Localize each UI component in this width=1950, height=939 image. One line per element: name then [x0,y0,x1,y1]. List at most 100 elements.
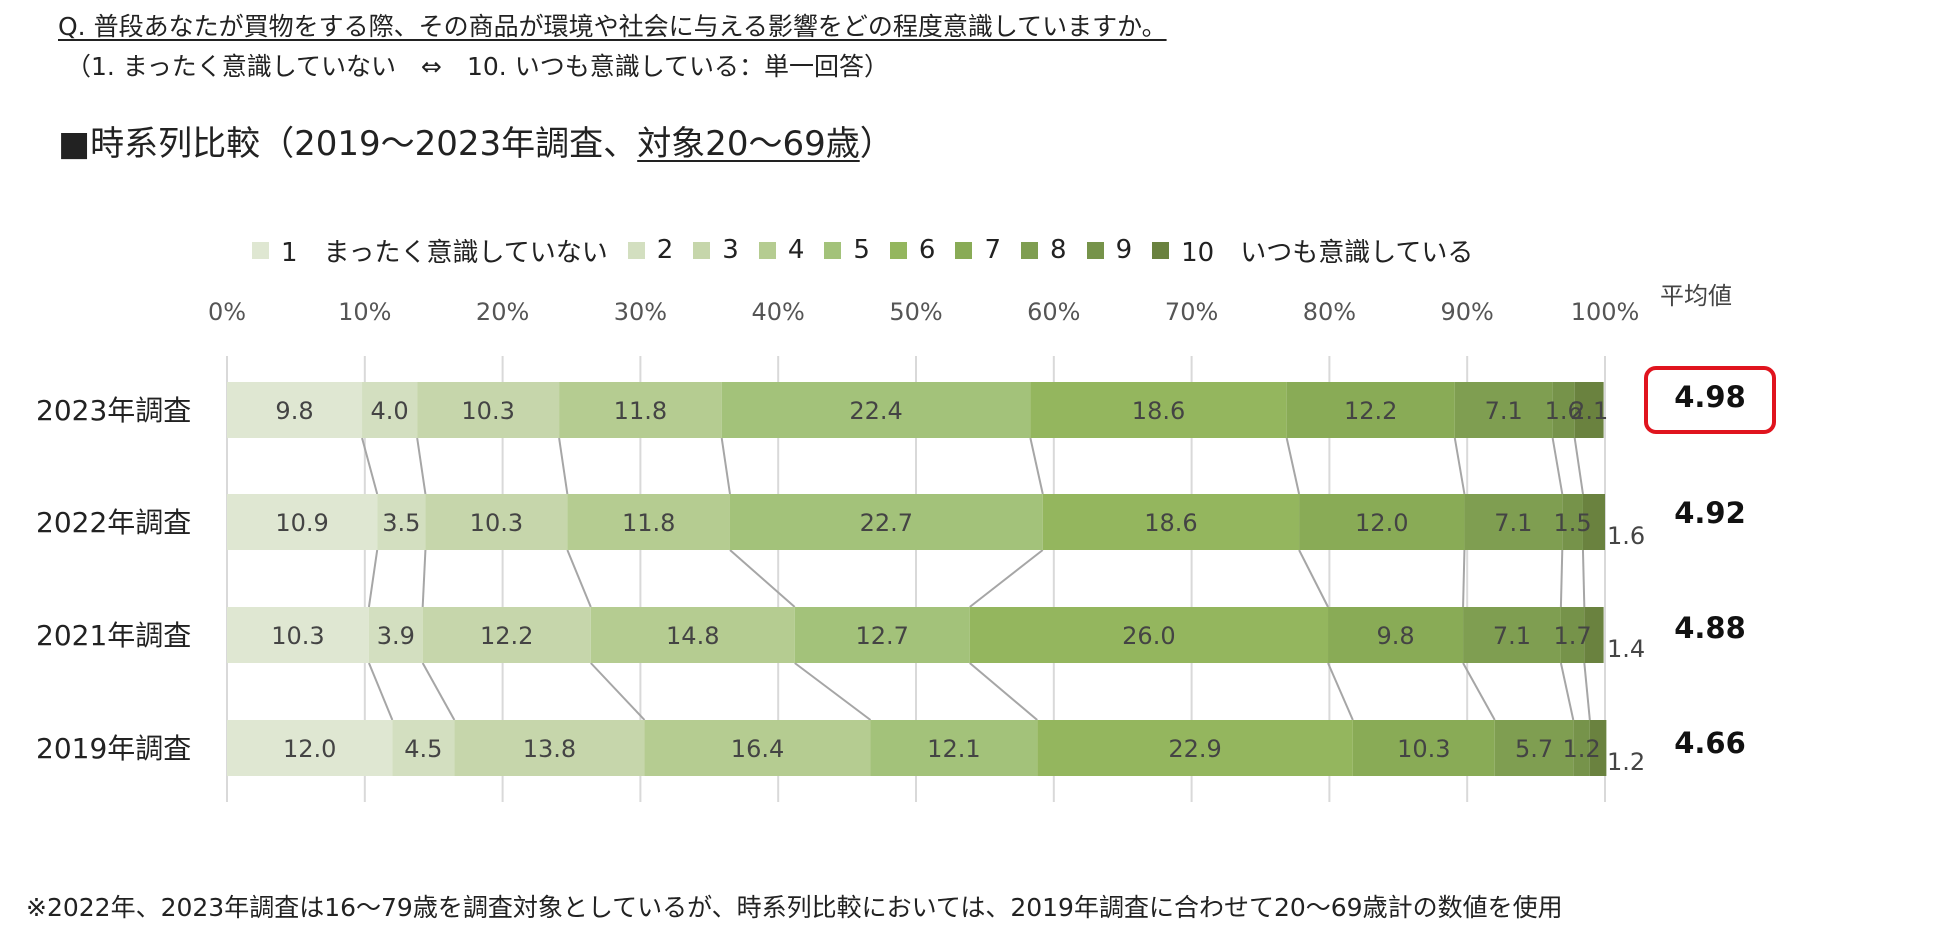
question-subtext: （1. まったく意識していない ⇔ 10. いつも意識している：単一回答） [66,52,889,81]
bar-segment [1464,494,1563,550]
bar-segment [1582,494,1605,550]
legend-label-3: 3 [722,235,739,265]
x-tick-label-6: 60% [1027,298,1080,326]
data-label: 5.7 [1515,735,1553,763]
data-label: 1.2 [1562,735,1600,763]
data-label: 9.8 [275,397,313,425]
bar-segment [729,494,1043,550]
connector-line [1559,549,1564,608]
legend-label-1: 1 まったく意識していない [281,237,608,268]
data-label: 10.3 [461,397,514,425]
data-label: 10.3 [470,509,523,537]
x-tick-label-0: 0% [208,298,246,326]
bar-segment [362,382,418,438]
data-label: 14.8 [666,622,719,650]
connector-line [969,662,1038,721]
connector-line [368,662,394,721]
legend-swatch-2 [627,241,645,259]
connector-line [794,662,872,721]
connector-line [1573,437,1584,495]
bar-segment [422,607,591,663]
bar-segment [1454,382,1553,438]
x-tick-label-1: 10% [338,298,391,326]
legend-swatch-6 [889,241,907,259]
legend-item-5: 5 [824,235,870,265]
legend-label-10: 10 いつも意識している [1181,237,1474,268]
bar-segment [425,494,568,550]
data-label: 11.8 [614,397,667,425]
legend-swatch-3 [693,241,711,259]
legend-swatch-10 [1152,241,1170,259]
connector-line [421,549,427,608]
data-label: 11.8 [622,509,675,537]
connector-line [1453,437,1466,495]
connector-line [590,662,646,721]
data-label: 10.3 [271,622,324,650]
data-label: 2.1 [1570,397,1608,425]
x-tick-label-7: 70% [1165,298,1218,326]
chart-legend: 1 まったく意識していない 2 3 4 5 6 7 8 9 10 いつも意識して… [252,230,1493,270]
bar-segment [1463,607,1561,663]
data-label: 18.6 [1132,397,1185,425]
bar-segment [417,382,560,438]
legend-label-4: 4 [787,235,805,265]
data-label: 4.5 [404,735,442,763]
legend-item-10: 10 いつも意識している [1152,232,1473,269]
connector-line [1327,662,1354,721]
bar-segment [870,720,1038,776]
bar-segment [1299,494,1465,550]
bar-segment [644,720,871,776]
data-label: 12.0 [283,735,336,763]
data-label: 12.2 [1344,397,1397,425]
connector-line [558,437,569,495]
legend-item-1: 1 まったく意識していない [252,232,608,269]
connector-line [729,549,796,608]
data-label: 10.9 [275,509,328,537]
footnote: ※2022年、2023年調査は16～79歳を調査対象としているが、時系列比較にお… [26,893,1563,922]
legend-item-7: 7 [955,235,1001,265]
data-label: 10.3 [1397,735,1450,763]
connector-line [1559,662,1575,721]
bar-segment [1037,720,1353,776]
legend-item-2: 2 [627,235,673,265]
data-label: 9.8 [1376,622,1414,650]
data-label: 12.1 [927,735,980,763]
legend-label-8: 8 [1050,235,1067,265]
connector-line [1029,437,1044,495]
legend-item-3: 3 [693,235,739,265]
x-tick-label-9: 90% [1441,298,1494,326]
bar-segment [1552,382,1575,438]
bar-segment [227,720,393,776]
bar-segment [1328,607,1464,663]
data-label: 7.1 [1485,397,1523,425]
x-tick-label-8: 80% [1303,298,1356,326]
connector-line [1583,662,1591,721]
connector-line [1462,662,1496,721]
bar-segment [567,494,730,550]
category-label-2: 2021年調査 [36,619,191,652]
legend-swatch-4 [758,241,776,259]
data-label: 22.7 [860,509,913,537]
connector-line [720,437,731,495]
data-label: 7.1 [1494,509,1532,537]
connector-line [367,549,379,608]
x-tick-label-4: 40% [752,298,805,326]
data-label: 1.6 [1607,522,1645,550]
bar-segment [1562,494,1583,550]
data-label: 18.6 [1144,509,1197,537]
legend-swatch-1 [252,241,269,259]
bar-segment [1574,382,1604,438]
bar-segment [227,494,378,550]
data-label: 12.0 [1355,509,1408,537]
category-label-0: 2023年調査 [36,394,191,427]
bar-segment [1042,494,1300,550]
average-highlight-box [1644,366,1776,434]
data-label: 16.4 [731,735,784,763]
section-title-target: 対象20～69歳 [637,124,860,164]
x-tick-label-5: 50% [889,298,942,326]
connector-line [1285,437,1301,495]
data-label: 12.7 [856,622,909,650]
bar-segment [377,494,426,550]
legend-item-6: 6 [889,235,935,265]
average-title: 平均値 [1660,282,1732,310]
